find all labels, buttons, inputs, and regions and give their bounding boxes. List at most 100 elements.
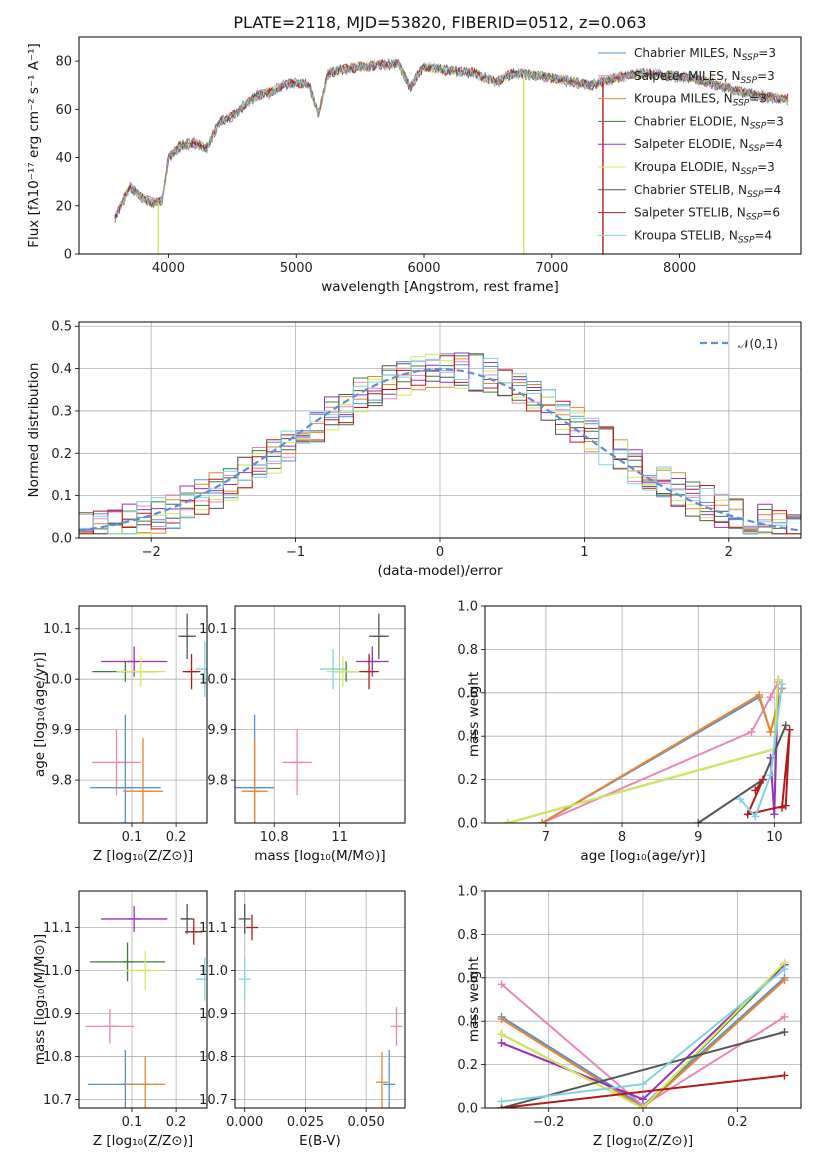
- y-tick-label: 10.8: [199, 1050, 228, 1065]
- y-tick-label: 0.0: [51, 532, 72, 547]
- y-tick-label: 9.8: [51, 774, 72, 789]
- x-tick-label: 8: [618, 830, 626, 845]
- x-axis-label: E(B-V): [299, 1133, 341, 1149]
- y-tick-label: 11.1: [199, 921, 228, 936]
- axes-frame: [484, 890, 802, 1109]
- weight-line: [501, 1074, 785, 1108]
- axes-frame: [78, 605, 208, 824]
- axes-frame: [234, 890, 406, 1109]
- panel-mass-vs-ebv: 0.000 0.025 0.050 10.7 10.8 10.9 11.0 11.1 E(B-V…: [199, 890, 406, 1149]
- x-tick-label: 2: [725, 545, 733, 560]
- y-tick-label: 60: [55, 103, 72, 118]
- x-tick-label: 0: [436, 545, 444, 560]
- histogram-series: [79, 357, 801, 535]
- y-tick-label: 11.1: [43, 921, 72, 936]
- legend-entry: Salpeter STELIB, NSSP=6: [634, 206, 780, 223]
- y-tick-label: 20: [55, 199, 72, 214]
- y-tick-label: 10.1: [43, 622, 72, 637]
- y-axis-label: mass weight: [466, 957, 482, 1042]
- histogram-series: [79, 363, 801, 535]
- x-tick-label: 7: [542, 830, 550, 845]
- weight-line: [500, 979, 786, 1108]
- y-tick-label: 0.2: [457, 773, 478, 788]
- histogram-series: [79, 352, 801, 535]
- x-tick-label: −1: [286, 545, 305, 560]
- y-tick-label: 0.4: [457, 730, 478, 745]
- x-tick-label: 0.2: [166, 1115, 187, 1130]
- histogram-series: [79, 353, 801, 535]
- weight-line: [745, 729, 791, 816]
- plot-area: [85, 903, 207, 1108]
- y-tick-label: 9.9: [51, 723, 72, 738]
- x-tick-label: 11: [331, 830, 348, 845]
- x-tick-label: 10.8: [260, 830, 289, 845]
- plot-area: [503, 675, 794, 823]
- y-tick-label: 10.0: [43, 673, 72, 688]
- axes-frame: [78, 321, 802, 539]
- y-tick-label: 10.9: [43, 1007, 72, 1022]
- y-tick-label: 0.6: [457, 686, 478, 701]
- axes-frame: [78, 36, 802, 255]
- panel-spectrum: 4000 5000 6000 7000 8000 0 20 40 60 80 wavelength …: [26, 36, 802, 295]
- panel-mass-vs-Z: 0.1 0.2 10.7 10.8 10.9 11.0 11.1 Z [log₁₀(Z/Z⊙)…: [32, 890, 208, 1149]
- weight-line: [507, 679, 780, 823]
- y-tick-label: 0.2: [457, 1058, 478, 1073]
- panel-weight-vs-Z: −0.2 0.0 0.2 0.0 0.2 0.4 0.6 0.8 1.0 Z [log₁₀(Z/Z…: [457, 885, 802, 1149]
- panel-residual-hist: −2 −1 0 1 2 0.0 0.1 0.2 0.3 0.4 0.5 (data-model)/er…: [26, 320, 802, 579]
- x-axis-label: (data-model)/error: [377, 563, 503, 579]
- y-tick-label: 9.9: [207, 723, 228, 738]
- y-tick-label: 9.8: [207, 774, 228, 789]
- x-axis-label: age [log₁₀(age/yr)]: [580, 848, 705, 864]
- x-tick-label: 0.0: [633, 1115, 654, 1130]
- panel-age-vs-Z: 0.1 0.2 9.8 9.9 10.0 10.1 Z [log₁₀(Z/Z⊙)] age […: [32, 605, 208, 864]
- y-tick-label: 0.2: [51, 447, 72, 462]
- y-tick-label: 10.9: [199, 1007, 228, 1022]
- histogram-legend: 𝒩(0,1): [700, 337, 778, 351]
- plot-area: [238, 903, 403, 1108]
- y-tick-label: 0.0: [457, 817, 478, 832]
- x-tick-label: 0.025: [287, 1115, 324, 1130]
- y-tick-label: 40: [55, 151, 72, 166]
- x-tick-label: 0.2: [166, 830, 187, 845]
- x-tick-label: 0.050: [348, 1115, 385, 1130]
- x-tick-label: 4000: [152, 261, 185, 276]
- y-tick-label: 0.5: [51, 320, 72, 335]
- y-tick-label: 10.7: [43, 1093, 72, 1108]
- y-axis-label: age [log₁₀(age/yr)]: [32, 652, 48, 777]
- y-tick-label: 0.8: [457, 643, 478, 658]
- y-tick-label: 0.1: [51, 489, 72, 504]
- legend-entry: Kroupa ELODIE, NSSP=3: [634, 160, 775, 177]
- x-tick-label: 9: [694, 830, 702, 845]
- x-tick-label: 8000: [663, 261, 696, 276]
- panel-age-vs-mass: 10.8 11 9.8 9.9 10.0 10.1 mass [log₁₀(M/M⊙)]: [199, 605, 406, 864]
- normal-curve: [79, 367, 801, 532]
- figure-title: PLATE=2118, MJD=53820, FIBERID=0512, z=0…: [233, 13, 646, 32]
- x-tick-label: 0.1: [122, 1115, 143, 1130]
- x-tick-label: 0.2: [727, 1115, 748, 1130]
- y-tick-label: 0.4: [51, 362, 72, 377]
- y-tick-label: 0.4: [457, 1015, 478, 1030]
- weight-line: [501, 961, 786, 1108]
- y-tick-label: 0.3: [51, 404, 72, 419]
- x-tick-label: 0.000: [226, 1115, 263, 1130]
- x-axis-label: Z [log₁₀(Z/Z⊙)]: [93, 1133, 193, 1149]
- legend-entry: Kroupa STELIB, NSSP=4: [634, 228, 772, 245]
- legend-entry: Chabrier ELODIE, NSSP=3: [634, 114, 784, 131]
- y-tick-label: 11.0: [199, 964, 228, 979]
- weight-line: [739, 683, 783, 819]
- spectrum-line: [114, 58, 789, 216]
- y-tick-label: 10.7: [199, 1093, 228, 1108]
- legend-entry: 𝒩(0,1): [738, 337, 778, 351]
- x-axis-label: mass [log₁₀(M/M⊙)]: [254, 848, 385, 864]
- legend-entry: Chabrier STELIB, NSSP=4: [634, 183, 781, 200]
- legend-entry: Salpeter ELODIE, NSSP=4: [634, 137, 783, 154]
- x-axis-label: wavelength [Angstrom, rest frame]: [321, 279, 559, 295]
- axes-frame: [484, 605, 802, 824]
- y-axis-label: Flux [fλ10⁻¹⁷ erg cm⁻² s⁻¹ A⁻¹]: [26, 43, 42, 248]
- plot-area: [114, 58, 789, 254]
- y-axis-label: mass [log₁₀(M/M⊙)]: [32, 934, 48, 1065]
- x-tick-label: −2: [142, 545, 161, 560]
- plot-area: [79, 352, 801, 535]
- x-tick-label: −0.2: [533, 1115, 565, 1130]
